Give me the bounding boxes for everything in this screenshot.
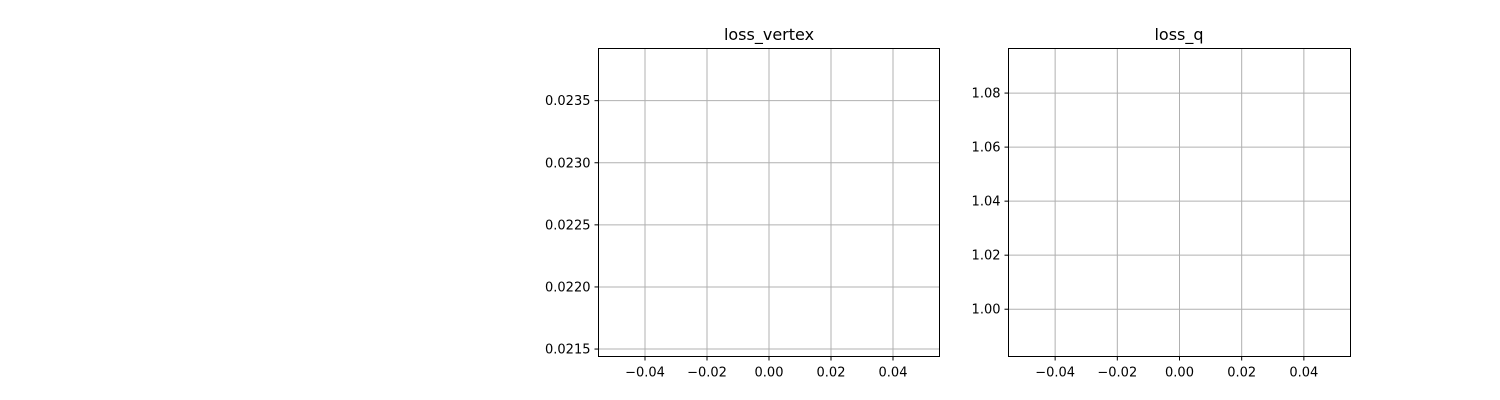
y-tick-label: 1.00 [972,303,1001,318]
x-tick-label: 0.02 [1227,366,1256,381]
x-tick-label: 0.00 [1165,366,1194,381]
y-tick-label: 1.04 [972,195,1001,210]
x-tick-label: −0.04 [625,366,665,381]
y-tick-label: 0.0215 [545,343,591,358]
y-tick-label: 0.0225 [545,218,591,233]
x-tick-label: −0.02 [1097,366,1137,381]
y-tick-label: 0.0230 [545,156,591,171]
x-tick-label: −0.04 [1035,366,1075,381]
y-tick-label: 1.08 [972,87,1001,102]
chart-title: loss_q [1154,25,1203,45]
y-tick-label: 0.0235 [545,94,591,109]
x-tick-label: 0.04 [879,366,908,381]
y-tick-label: 0.0220 [545,280,591,295]
chart-title: loss_vertex [724,25,814,45]
y-tick-label: 1.06 [972,141,1001,156]
chart-loss-vertex: −0.04 −0.02 0.00 0.02 0.04 0.0215 0.0220 0.0225… [545,25,940,381]
x-tick-label: 0.02 [817,366,846,381]
x-tick-label: −0.02 [687,366,727,381]
chart-loss-q: −0.04 −0.02 0.00 0.02 0.04 1.00 1.02 1.04 1.06 1.… [972,25,1351,381]
x-tick-label: 0.00 [755,366,784,381]
x-tick-label: 0.04 [1289,366,1318,381]
y-tick-label: 1.02 [972,249,1001,264]
